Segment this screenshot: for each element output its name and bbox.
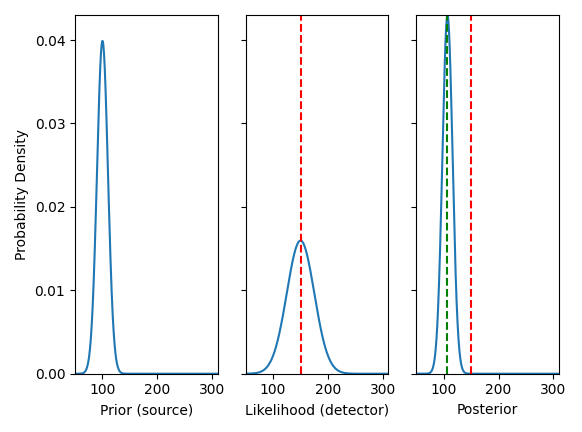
X-axis label: Likelihood (detector): Likelihood (detector): [245, 403, 389, 417]
X-axis label: Prior (source): Prior (source): [100, 403, 193, 417]
X-axis label: Posterior: Posterior: [457, 403, 519, 417]
Y-axis label: Probability Density: Probability Density: [15, 129, 29, 260]
